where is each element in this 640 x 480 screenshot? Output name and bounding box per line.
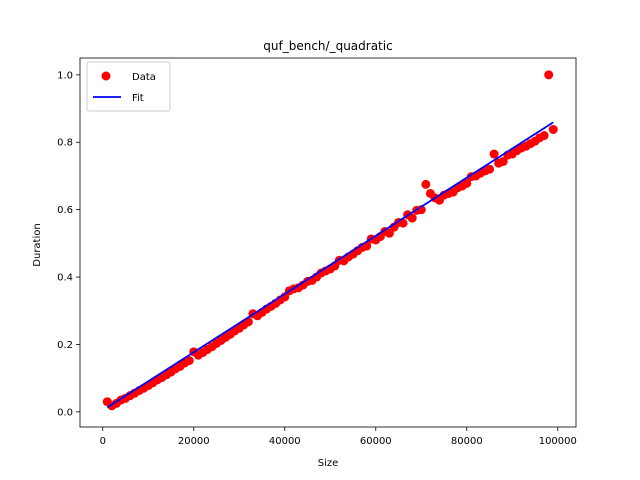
x-tick-label: 80000	[451, 436, 483, 447]
data-point	[548, 124, 558, 134]
x-tick-label: 20000	[178, 436, 210, 447]
data-point	[539, 131, 549, 141]
y-tick-label: 1.0	[57, 70, 73, 81]
data-point	[462, 178, 472, 188]
legend-data-marker	[101, 71, 111, 81]
x-tick-label: 40000	[269, 436, 301, 447]
y-axis-label: Duration	[32, 223, 43, 266]
x-axis-ticks: 0 20000 40000 60000 80000 100000	[100, 427, 577, 447]
y-axis-ticks: 0.0 0.2 0.4 0.6 0.8 1.0	[57, 70, 80, 418]
plot-area	[102, 70, 558, 411]
data-point	[498, 156, 508, 166]
y-tick-label: 0.6	[57, 205, 73, 216]
y-tick-label: 0.8	[57, 138, 73, 149]
x-tick-label: 0	[100, 436, 106, 447]
data-point	[485, 164, 495, 174]
fit-line	[106, 121, 554, 409]
data-point	[184, 356, 194, 366]
y-tick-label: 0.4	[57, 273, 73, 284]
y-tick-label: 0.0	[57, 407, 73, 418]
chart-title: quf_bench/_quadratic	[263, 39, 392, 53]
legend-data-label: Data	[132, 72, 156, 83]
legend-box	[86, 61, 171, 112]
axes-frame	[79, 57, 577, 428]
x-axis-label: Size	[318, 458, 339, 469]
x-tick-label: 60000	[360, 436, 392, 447]
data-point	[489, 149, 499, 159]
legend-fit-label: Fit	[132, 93, 144, 104]
legend: Data Fit	[86, 61, 171, 112]
data-point	[544, 70, 554, 80]
x-tick-label: 100000	[539, 436, 577, 447]
data-point	[398, 218, 408, 228]
data-point	[407, 213, 417, 223]
y-tick-label: 0.2	[57, 340, 73, 351]
data-point	[421, 179, 431, 189]
